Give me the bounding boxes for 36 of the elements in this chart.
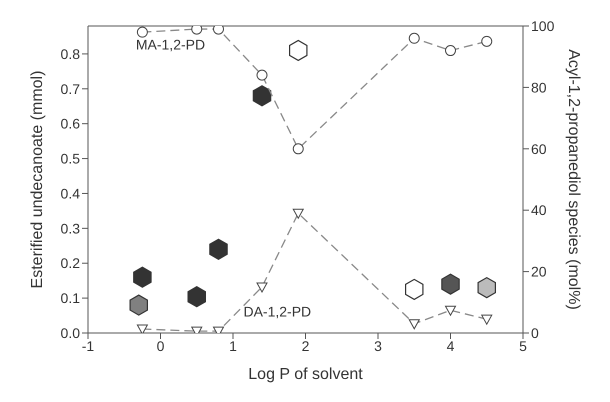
y2-tick-label: 60: [531, 140, 547, 157]
y2-tick-label: 80: [531, 79, 547, 96]
point: [477, 277, 496, 298]
y-tick-label: 0.8: [60, 46, 80, 62]
y-tick-label: 0.4: [60, 185, 80, 202]
y-axis-title: Esterified undecanoate (mmol): [29, 70, 46, 288]
y2-axis-title: Acyl-1,2-propanediol species (mol%): [564, 49, 582, 310]
x-tick-label: 2: [302, 338, 310, 354]
point: [441, 274, 460, 295]
y-tick-label: 0.7: [60, 80, 80, 97]
point: [252, 85, 272, 106]
y-tick-label: 0.3: [60, 220, 80, 236]
y-tick-label: 0.6: [60, 116, 80, 132]
x-tick-label: 3: [374, 338, 382, 354]
x-tick-label: 1: [229, 338, 238, 354]
point: [187, 286, 206, 308]
point: [404, 278, 424, 300]
x-axis-title: Log P of solvent: [248, 366, 364, 383]
x-tick-label: 5: [519, 338, 528, 354]
y2-tick-label: 100: [531, 18, 555, 34]
series-label: MA-1,2-PD: [136, 36, 206, 53]
x-tick-label: -1: [82, 338, 94, 354]
y-tick-label: 0.5: [60, 150, 80, 167]
x-tick-label: 0: [156, 338, 165, 354]
point: [133, 266, 152, 288]
y-tick-label: 0.1: [60, 290, 80, 306]
y-tick-label: 0.0: [60, 324, 80, 341]
point: [288, 40, 308, 62]
point: [129, 294, 148, 316]
y2-tick-label: 20: [531, 264, 547, 280]
series-label: DA-1,2-PD: [243, 303, 312, 320]
y-tick-label: 0.2: [60, 255, 80, 272]
y2-tick-label: 0: [531, 324, 539, 341]
y2-tick-label: 40: [531, 202, 547, 218]
x-tick-label: 4: [446, 338, 455, 354]
point: [209, 238, 228, 260]
